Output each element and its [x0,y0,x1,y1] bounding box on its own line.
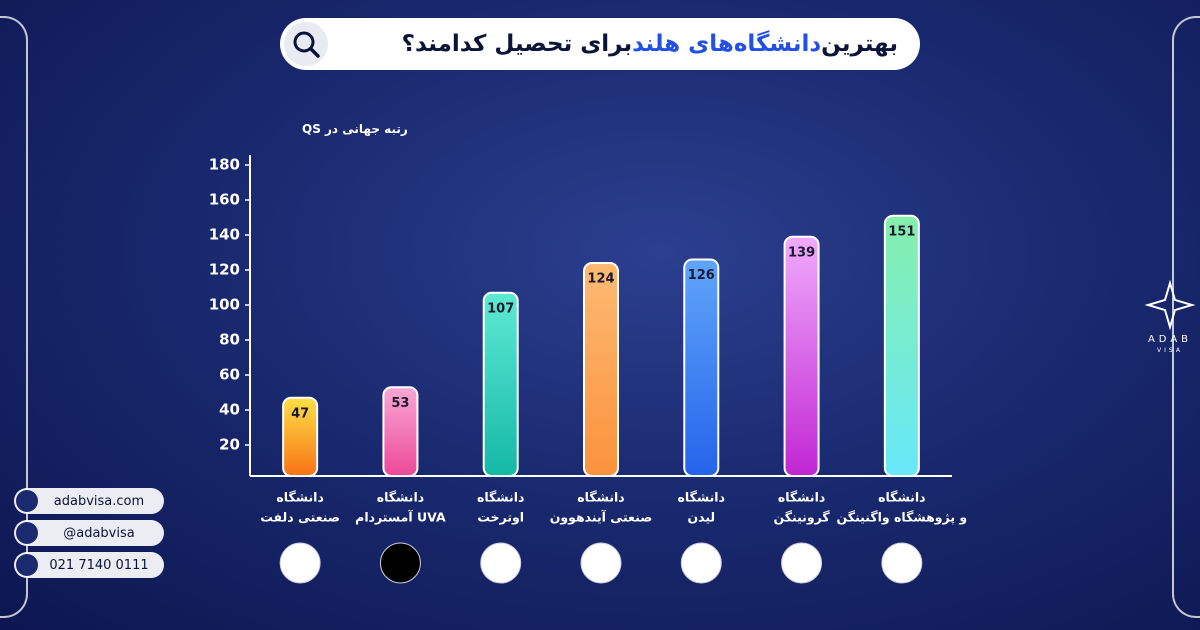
x-tick-label: دانشگاه [778,490,825,505]
x-tick-label: دانشگاه [477,490,524,505]
x-tick-label: گرونینگن [773,510,830,525]
y-tick-label: 100 [209,296,240,314]
x-tick-label: صنعتی دلفت [260,510,340,525]
brand-logo [1148,283,1192,327]
x-tick-label: اوترخت [477,510,524,525]
x-tick-label: دانشگاه [678,490,725,505]
university-logo [782,543,822,583]
university-logo [581,543,621,583]
university-logo [280,543,320,583]
x-tick-label: صنعتی آیندهوون [550,510,653,525]
value-label: 53 [391,396,409,411]
x-tick-label: و پژوهشگاه واگنینگن [837,510,968,525]
value-label: 126 [688,268,715,283]
y-tick-label: 60 [219,366,240,384]
y-tick-label: 120 [209,261,240,279]
y-axis-label: رتبه جهانی در QS [302,122,408,136]
y-tick-label: 40 [219,401,240,419]
value-label: 107 [487,301,514,316]
value-label: 139 [788,245,815,260]
x-tick-label: لیدن [687,510,715,525]
x-tick-label: دانشگاه [276,490,323,505]
x-tick-label: UVA آمستردام [355,510,446,526]
bar [584,263,618,476]
brand-name: ADAB [1148,334,1192,345]
bar [684,260,718,477]
university-logo [481,543,521,583]
y-tick-label: 20 [219,436,240,454]
x-tick-label: دانشگاه [377,490,424,505]
university-logo [681,543,721,583]
value-label: 124 [587,272,614,287]
value-label: 47 [291,406,309,421]
x-tick-label: دانشگاه [577,490,624,505]
y-tick-label: 140 [209,226,240,244]
bar [785,237,819,476]
bar [885,216,919,476]
y-tick-label: 180 [209,156,240,174]
x-tick-label: دانشگاه [878,490,925,505]
value-label: 151 [888,224,915,239]
y-tick-label: 160 [209,191,240,209]
bar [484,293,518,476]
y-tick-label: 80 [219,331,240,349]
university-logo [882,543,922,583]
brand-tagline: VISA [1157,347,1183,354]
university-logo [380,543,420,583]
